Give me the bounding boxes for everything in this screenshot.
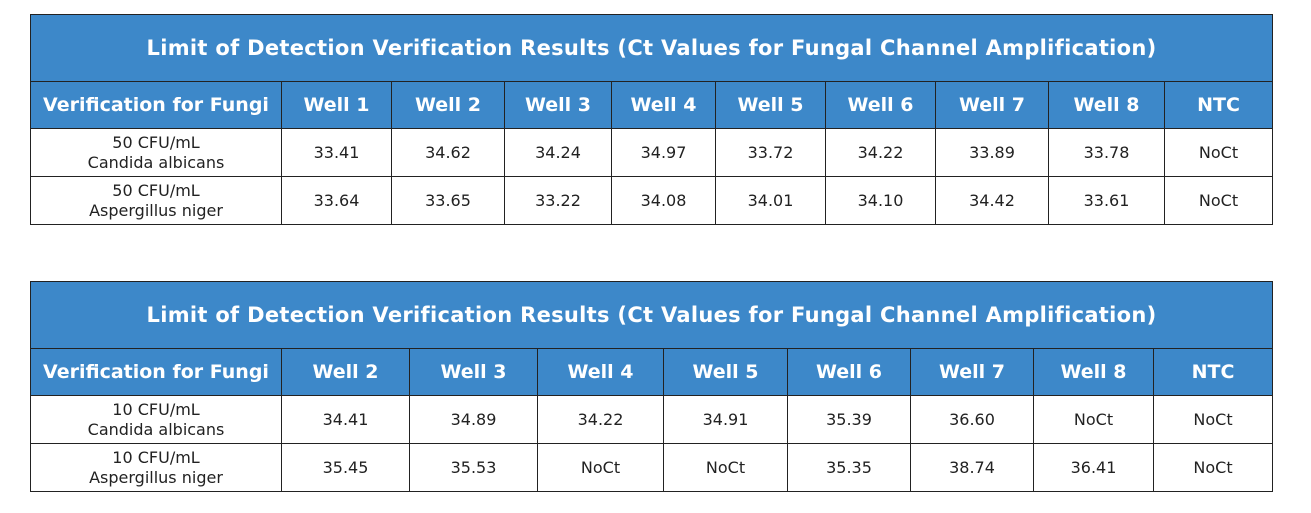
table-cell: 36.41 bbox=[1033, 443, 1154, 492]
header-row: Verification for Fungi Well 1 Well 2 Wel… bbox=[30, 81, 1274, 129]
table-cell: 34.42 bbox=[935, 176, 1049, 225]
table-cell: 33.65 bbox=[391, 176, 505, 225]
table-cell: 35.45 bbox=[281, 443, 410, 492]
table-cell: 34.41 bbox=[281, 395, 410, 444]
column-header: Well 2 bbox=[281, 348, 410, 396]
column-header: NTC bbox=[1163, 81, 1274, 129]
table-cell: 33.61 bbox=[1048, 176, 1165, 225]
lod-table-10cfu: Limit of Detection Verification Results … bbox=[29, 281, 1274, 492]
column-header: Well 3 bbox=[504, 81, 612, 129]
column-header: Well 6 bbox=[825, 81, 936, 129]
table-cell: 33.89 bbox=[935, 128, 1049, 177]
table-cell: 33.78 bbox=[1048, 128, 1165, 177]
table-cell: NoCt bbox=[1163, 176, 1274, 225]
column-header: Verification for Fungi bbox=[30, 348, 282, 396]
table-cell: 36.60 bbox=[910, 395, 1034, 444]
row-label-organism: Aspergillus niger bbox=[89, 200, 223, 220]
row-label-concentration: 50 CFU/mL bbox=[112, 180, 200, 200]
table-cell: NoCt bbox=[1152, 395, 1274, 444]
column-header: Well 4 bbox=[611, 81, 716, 129]
table-title: Limit of Detection Verification Results … bbox=[29, 14, 1274, 82]
table-cell: NoCt bbox=[1152, 443, 1274, 492]
row-label-concentration: 50 CFU/mL bbox=[112, 132, 200, 152]
lod-table-50cfu: Limit of Detection Verification Results … bbox=[29, 14, 1274, 225]
table-row: 10 CFU/mL Candida albicans 34.41 34.89 3… bbox=[30, 395, 1274, 444]
column-header: Well 5 bbox=[715, 81, 826, 129]
column-header: Well 8 bbox=[1048, 81, 1165, 129]
column-header: Well 6 bbox=[787, 348, 911, 396]
header-row: Verification for Fungi Well 2 Well 3 Wel… bbox=[30, 348, 1274, 396]
table-cell: 35.53 bbox=[409, 443, 538, 492]
row-label-organism: Candida albicans bbox=[87, 152, 225, 172]
table-row: 10 CFU/mL Aspergillus niger 35.45 35.53 … bbox=[30, 443, 1274, 492]
row-label: 10 CFU/mL Candida albicans bbox=[30, 395, 282, 444]
table-cell: 34.62 bbox=[391, 128, 505, 177]
table-cell: 38.74 bbox=[910, 443, 1034, 492]
row-label-organism: Candida albicans bbox=[87, 419, 225, 439]
table-row: 50 CFU/mL Aspergillus niger 33.64 33.65 … bbox=[30, 176, 1274, 225]
table-cell: 34.97 bbox=[611, 128, 716, 177]
column-header: Well 4 bbox=[537, 348, 664, 396]
column-header: Well 8 bbox=[1033, 348, 1154, 396]
column-header: Well 1 bbox=[281, 81, 392, 129]
table-cell: 34.10 bbox=[825, 176, 936, 225]
table-cell: 34.22 bbox=[825, 128, 936, 177]
row-label-concentration: 10 CFU/mL bbox=[112, 447, 200, 467]
table-cell: 34.91 bbox=[663, 395, 788, 444]
column-header: Well 5 bbox=[663, 348, 788, 396]
column-header: NTC bbox=[1152, 348, 1274, 396]
column-header: Verification for Fungi bbox=[30, 81, 282, 129]
row-label: 50 CFU/mL Aspergillus niger bbox=[30, 176, 282, 225]
table-cell: 35.39 bbox=[787, 395, 911, 444]
table-cell: NoCt bbox=[1163, 128, 1274, 177]
table-title: Limit of Detection Verification Results … bbox=[29, 281, 1274, 349]
table-cell: 35.35 bbox=[787, 443, 911, 492]
table-cell: 33.64 bbox=[281, 176, 392, 225]
table-cell: 34.08 bbox=[611, 176, 716, 225]
table-cell: 33.72 bbox=[715, 128, 826, 177]
table-cell: 33.41 bbox=[281, 128, 392, 177]
column-header: Well 2 bbox=[391, 81, 505, 129]
table-cell: 34.01 bbox=[715, 176, 826, 225]
table-cell: NoCt bbox=[537, 443, 664, 492]
table-cell: 34.89 bbox=[409, 395, 538, 444]
row-label-organism: Aspergillus niger bbox=[89, 467, 223, 487]
table-cell: 34.24 bbox=[504, 128, 612, 177]
table-cell: 34.22 bbox=[537, 395, 664, 444]
table-cell: NoCt bbox=[1033, 395, 1154, 444]
column-header: Well 7 bbox=[935, 81, 1049, 129]
row-label-concentration: 10 CFU/mL bbox=[112, 399, 200, 419]
row-label: 10 CFU/mL Aspergillus niger bbox=[30, 443, 282, 492]
column-header: Well 3 bbox=[409, 348, 538, 396]
row-label: 50 CFU/mL Candida albicans bbox=[30, 128, 282, 177]
table-cell: 33.22 bbox=[504, 176, 612, 225]
column-header: Well 7 bbox=[910, 348, 1034, 396]
table-row: 50 CFU/mL Candida albicans 33.41 34.62 3… bbox=[30, 128, 1274, 177]
table-cell: NoCt bbox=[663, 443, 788, 492]
